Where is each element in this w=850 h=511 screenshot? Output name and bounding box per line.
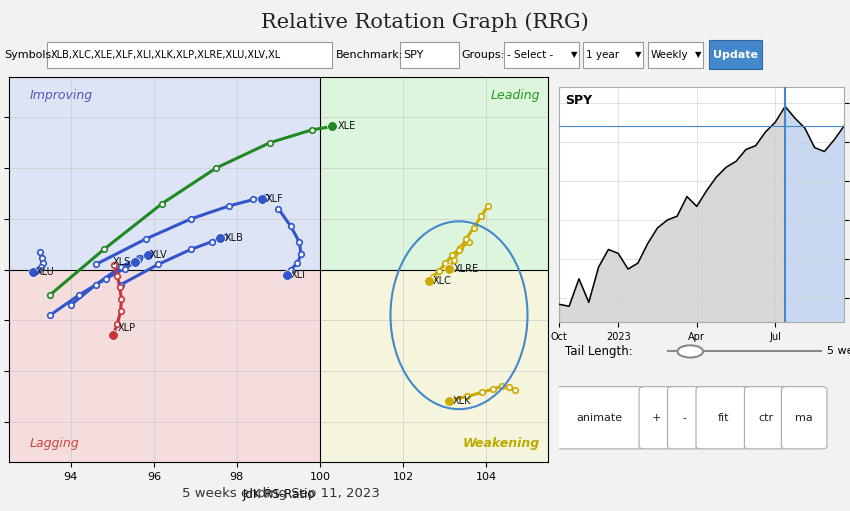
Bar xyxy=(8,269,320,462)
Text: XLU: XLU xyxy=(36,267,54,277)
FancyBboxPatch shape xyxy=(583,41,643,68)
Text: XLB: XLB xyxy=(224,233,243,243)
FancyBboxPatch shape xyxy=(667,387,702,449)
FancyBboxPatch shape xyxy=(504,41,579,68)
Text: XLB,XLC,XLE,XLF,XLI,XLK,XLP,XLRE,XLU,XLV,XL: XLB,XLC,XLE,XLF,XLI,XLK,XLP,XLRE,XLU,XLV… xyxy=(51,50,281,60)
Text: Lagging: Lagging xyxy=(29,437,79,450)
Text: Weekly: Weekly xyxy=(650,50,688,60)
Text: XLC: XLC xyxy=(433,276,451,286)
Text: Relative Rotation Graph (RRG): Relative Rotation Graph (RRG) xyxy=(261,13,589,32)
Bar xyxy=(8,77,320,269)
Bar xyxy=(320,269,548,462)
FancyBboxPatch shape xyxy=(648,41,703,68)
Text: XLRE: XLRE xyxy=(454,264,479,273)
Text: SPY: SPY xyxy=(565,94,592,107)
Text: animate: animate xyxy=(576,413,622,423)
Bar xyxy=(320,77,548,269)
Text: SPY: SPY xyxy=(404,50,424,60)
Text: XLI: XLI xyxy=(291,270,306,280)
FancyBboxPatch shape xyxy=(553,387,644,449)
FancyBboxPatch shape xyxy=(709,40,762,69)
Text: ▼: ▼ xyxy=(571,51,578,59)
Text: Symbols:: Symbols: xyxy=(4,50,55,60)
FancyBboxPatch shape xyxy=(745,387,787,449)
Text: XLE: XLE xyxy=(337,122,355,131)
Text: Benchmark:: Benchmark: xyxy=(336,50,403,60)
Text: Weakening: Weakening xyxy=(462,437,540,450)
FancyBboxPatch shape xyxy=(696,387,750,449)
Text: 5 weeks ending Sep 11, 2023: 5 weeks ending Sep 11, 2023 xyxy=(182,487,379,500)
Point xyxy=(816,349,826,355)
Text: -: - xyxy=(683,413,687,423)
Text: XLK: XLK xyxy=(453,396,471,406)
Text: XLV: XLV xyxy=(150,250,167,260)
FancyBboxPatch shape xyxy=(781,387,827,449)
Point xyxy=(662,349,672,355)
Text: +: + xyxy=(651,413,660,423)
Text: Update: Update xyxy=(713,50,757,60)
Text: Tail Length:: Tail Length: xyxy=(565,345,632,358)
FancyBboxPatch shape xyxy=(639,387,673,449)
FancyBboxPatch shape xyxy=(47,41,332,68)
Text: Improving: Improving xyxy=(29,89,93,102)
Text: 1 year: 1 year xyxy=(586,50,619,60)
Circle shape xyxy=(677,345,703,358)
Text: ma: ma xyxy=(796,413,813,423)
Text: XLF: XLF xyxy=(266,195,284,204)
Text: Groups:: Groups: xyxy=(462,50,505,60)
Text: - Select -: - Select - xyxy=(507,50,552,60)
Text: ctr: ctr xyxy=(758,413,774,423)
FancyBboxPatch shape xyxy=(400,41,459,68)
Text: XLS: XLS xyxy=(112,257,131,267)
Text: 5 wee: 5 wee xyxy=(827,346,850,356)
X-axis label: JdK RS-Ratio: JdK RS-Ratio xyxy=(242,487,314,501)
Text: fit: fit xyxy=(717,413,728,423)
Text: Leading: Leading xyxy=(490,89,540,102)
Text: ▼: ▼ xyxy=(695,51,702,59)
Text: XLP: XLP xyxy=(118,323,136,334)
Text: ▼: ▼ xyxy=(635,51,642,59)
